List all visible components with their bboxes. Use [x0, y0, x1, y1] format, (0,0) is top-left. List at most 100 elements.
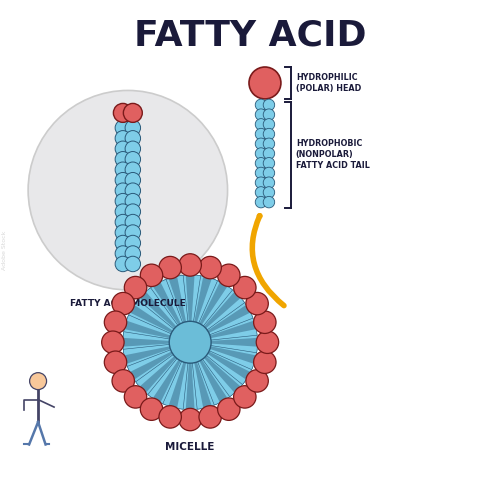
Circle shape	[255, 196, 266, 208]
Wedge shape	[125, 346, 172, 364]
Text: FATTY ACID: FATTY ACID	[134, 18, 366, 52]
Circle shape	[28, 90, 228, 290]
Circle shape	[112, 370, 134, 392]
Circle shape	[263, 99, 274, 110]
Circle shape	[125, 130, 140, 146]
Text: FATTY ACID MOLECULE: FATTY ACID MOLECULE	[70, 299, 186, 308]
Circle shape	[115, 152, 130, 167]
Circle shape	[255, 138, 266, 149]
Circle shape	[263, 128, 274, 140]
Circle shape	[256, 331, 278, 353]
Circle shape	[254, 351, 276, 374]
Wedge shape	[140, 292, 177, 330]
Circle shape	[115, 120, 130, 136]
Circle shape	[125, 194, 140, 209]
Circle shape	[125, 183, 140, 198]
Wedge shape	[198, 358, 227, 402]
Circle shape	[125, 204, 140, 220]
Circle shape	[179, 254, 202, 276]
Circle shape	[255, 118, 266, 130]
Circle shape	[199, 256, 222, 279]
Wedge shape	[202, 292, 240, 330]
Text: HYDROPHILIC
(POLAR) HEAD: HYDROPHILIC (POLAR) HEAD	[296, 73, 361, 93]
Circle shape	[125, 120, 140, 136]
Wedge shape	[163, 360, 188, 409]
Wedge shape	[128, 350, 174, 384]
Circle shape	[115, 183, 130, 198]
Circle shape	[249, 67, 281, 99]
Circle shape	[115, 194, 130, 209]
Circle shape	[115, 236, 130, 250]
Circle shape	[114, 104, 132, 122]
Circle shape	[255, 158, 266, 169]
Wedge shape	[169, 277, 186, 324]
Circle shape	[246, 292, 268, 315]
Circle shape	[255, 186, 266, 198]
Wedge shape	[206, 350, 253, 384]
Text: Adobe Stock: Adobe Stock	[2, 230, 7, 270]
Wedge shape	[194, 277, 212, 324]
Circle shape	[115, 256, 130, 272]
Wedge shape	[180, 275, 201, 322]
Wedge shape	[136, 288, 178, 331]
Wedge shape	[208, 346, 255, 364]
Text: HYDROPHOBIC
(NONPOLAR)
FATTY ACID TAIL: HYDROPHOBIC (NONPOLAR) FATTY ACID TAIL	[296, 140, 370, 170]
Wedge shape	[206, 306, 250, 334]
Circle shape	[169, 322, 211, 363]
Wedge shape	[186, 361, 194, 408]
Wedge shape	[123, 344, 172, 370]
Circle shape	[263, 177, 274, 188]
Text: MICELLE: MICELLE	[166, 442, 215, 452]
Wedge shape	[206, 300, 253, 335]
Wedge shape	[154, 358, 182, 402]
Wedge shape	[198, 280, 232, 326]
Circle shape	[255, 99, 266, 110]
Circle shape	[124, 386, 146, 408]
Circle shape	[115, 130, 130, 146]
Circle shape	[124, 276, 146, 299]
Wedge shape	[206, 350, 250, 379]
Circle shape	[112, 292, 134, 315]
Circle shape	[115, 204, 130, 220]
Circle shape	[125, 152, 140, 167]
Wedge shape	[208, 344, 257, 370]
Wedge shape	[198, 283, 227, 327]
Wedge shape	[186, 276, 194, 324]
Circle shape	[263, 138, 274, 149]
Circle shape	[246, 370, 268, 392]
Circle shape	[179, 408, 202, 430]
Circle shape	[115, 225, 130, 240]
Circle shape	[125, 162, 140, 178]
Wedge shape	[208, 321, 255, 338]
Wedge shape	[208, 315, 257, 340]
Wedge shape	[202, 288, 244, 331]
Wedge shape	[148, 280, 183, 326]
Circle shape	[255, 177, 266, 188]
Wedge shape	[192, 276, 218, 324]
Circle shape	[140, 264, 162, 286]
Wedge shape	[128, 300, 174, 335]
Circle shape	[125, 225, 140, 240]
Circle shape	[255, 128, 266, 140]
Circle shape	[255, 148, 266, 160]
Circle shape	[255, 109, 266, 120]
FancyArrowPatch shape	[252, 216, 284, 306]
Circle shape	[263, 186, 274, 198]
Circle shape	[159, 406, 182, 428]
Circle shape	[115, 141, 130, 156]
Wedge shape	[202, 354, 240, 392]
Circle shape	[125, 256, 140, 272]
Circle shape	[104, 351, 126, 374]
Circle shape	[125, 236, 140, 250]
Circle shape	[140, 398, 162, 420]
Circle shape	[115, 162, 130, 178]
Wedge shape	[124, 338, 172, 346]
Circle shape	[263, 196, 274, 208]
Wedge shape	[148, 358, 183, 405]
Circle shape	[125, 214, 140, 230]
Wedge shape	[192, 360, 218, 409]
Circle shape	[159, 256, 182, 279]
Wedge shape	[210, 332, 258, 353]
Wedge shape	[163, 276, 188, 324]
Wedge shape	[202, 354, 244, 397]
